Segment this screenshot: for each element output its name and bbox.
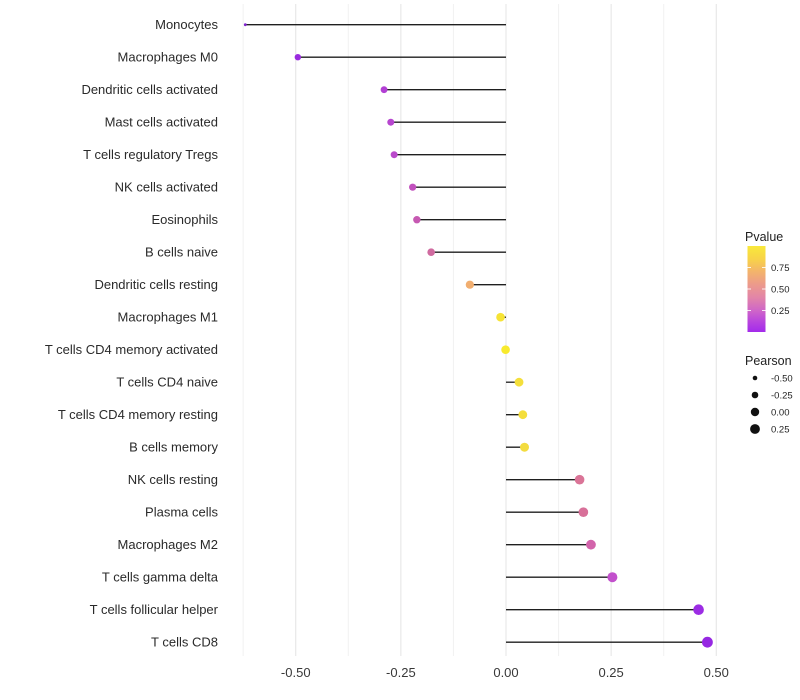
chart-row: T cells regulatory Tregs [83,147,506,162]
y-axis-label: Macrophages M0 [118,50,218,65]
legend: Pvalue 0.75 0.50 0.25 Pearson -0.50 -0.25 0.… [745,230,793,436]
pvalue-tick-label: 0.50 [771,285,790,296]
y-axis-label: T cells CD4 naive [116,375,218,390]
chart-row: Eosinophils [152,212,506,227]
pearson-size-dot [751,391,759,399]
lollipop-dot [243,23,247,27]
lollipop-dot [380,86,388,94]
x-axis: -0.50 -0.25 0.00 0.25 0.50 [281,665,729,680]
pearson-size-label: -0.50 [771,374,793,385]
lollipop-dot [520,442,530,452]
x-tick-label: -0.25 [386,665,416,680]
lollipop-dot [496,312,505,322]
lollipop-dot [387,118,395,126]
pearson-size-label: -0.25 [771,391,793,402]
pearson-size-dot [750,407,760,417]
y-axis-label: T cells regulatory Tregs [83,147,218,162]
chart-row: Plasma cells [145,505,589,520]
chart-row: Macrophages M1 [118,310,506,325]
x-tick-label: 0.50 [704,665,729,680]
chart-row: Macrophages M0 [118,50,506,65]
lollipop-dot [578,507,589,517]
lollipop-dot [413,216,421,224]
lollipop-dot [586,539,596,550]
chart-row: Monocytes [155,17,506,32]
pvalue-colorbar-ticks: 0.75 0.50 0.25 [747,263,790,317]
y-axis-label: T cells CD8 [151,635,218,650]
y-axis-label: NK cells activated [115,180,218,195]
y-axis-label: B cells naive [145,245,218,260]
pvalue-legend-title: Pvalue [745,230,783,244]
gridlines [242,4,717,656]
y-axis-label: T cells CD4 memory resting [58,407,218,422]
y-axis-label: B cells memory [129,440,218,455]
lollipop-dot [693,604,704,615]
chart-row: Dendritic cells resting [94,277,506,292]
chart-row: NK cells activated [115,180,506,195]
lollipop-dot [607,572,618,583]
chart-row: B cells memory [129,440,530,455]
y-axis-label: Macrophages M2 [118,537,218,552]
chart-row: T cells follicular helper [90,602,704,617]
lollipop-dot [409,183,417,191]
pvalue-tick-label: 0.25 [771,306,790,317]
y-axis-label: Plasma cells [145,505,218,520]
pearson-size-dot [750,424,760,434]
chart-row: T cells gamma delta [102,570,618,585]
chart-row: T cells CD4 naive [116,375,524,390]
chart-rows: Monocytes Macrophages M0 Dendritic cells a… [45,17,713,650]
pearson-size-dot [752,375,758,381]
x-tick-label: 0.25 [598,665,623,680]
chart-row: T cells CD8 [151,635,713,650]
lollipop-dot [574,474,585,485]
lollipop-dot [501,345,510,355]
x-tick-label: 0.00 [493,665,518,680]
lollipop-dot [702,636,713,648]
y-axis-label: Dendritic cells activated [81,82,218,97]
y-axis-label: Monocytes [155,17,218,32]
chart-row: NK cells resting [128,472,585,487]
lollipop-dot [390,151,398,159]
pearson-size-label: 0.00 [771,408,790,419]
lollipop-dot [465,280,474,289]
y-axis-label: T cells gamma delta [102,570,219,585]
lollipop-dot [427,248,435,256]
chart-row: T cells CD4 memory resting [58,407,528,422]
y-axis-label: Macrophages M1 [118,310,218,325]
chart-row: Macrophages M2 [118,537,596,552]
chart-row: Mast cells activated [105,115,506,130]
pvalue-tick-label: 0.75 [771,263,790,274]
lollipop-dot [514,377,524,387]
y-axis-label: Eosinophils [152,212,219,227]
chart-row: B cells naive [145,245,506,260]
x-tick-label: -0.50 [281,665,311,680]
y-axis-label: T cells CD4 memory activated [45,342,218,357]
lollipop-dot [294,54,302,61]
y-axis-label: NK cells resting [128,472,218,487]
pvalue-colorbar [747,246,766,332]
y-axis-label: Mast cells activated [105,115,218,130]
pearson-size-legend: -0.50 -0.25 0.00 0.25 [750,374,793,436]
y-axis-label: Dendritic cells resting [94,277,218,292]
lollipop-dot [518,410,528,420]
chart-row: Dendritic cells activated [81,82,506,97]
pearson-size-label: 0.25 [771,425,790,436]
pearson-legend-title: Pearson [745,354,792,368]
chart-row: T cells CD4 memory activated [45,342,510,357]
y-axis-label: T cells follicular helper [90,602,219,617]
